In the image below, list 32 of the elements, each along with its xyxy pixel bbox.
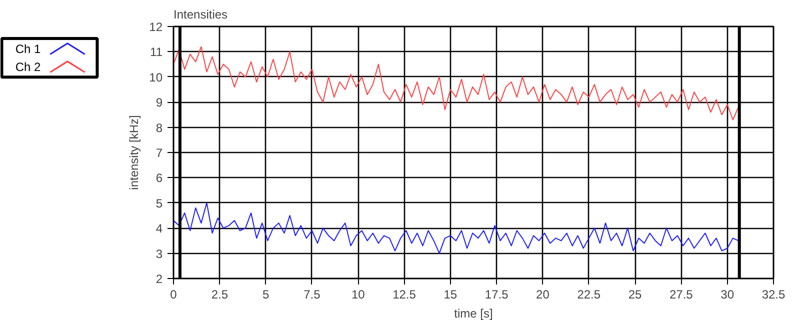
y-tick-label: 8: [156, 120, 163, 135]
x-tick-label: 22.5: [577, 288, 601, 302]
line-series: [174, 46, 739, 120]
x-tick-label: 10: [351, 288, 366, 302]
x-tick-label: 7.5: [304, 288, 321, 302]
x-tick-label: 32.5: [762, 288, 786, 302]
y-tick-label: 3: [156, 246, 163, 261]
legend-label: Ch 1: [15, 42, 42, 56]
y-axis-title: intensity [kHz]: [127, 115, 142, 190]
y-tick-label: 4: [156, 222, 163, 236]
x-tick-label: 15: [444, 288, 458, 302]
x-tick-label: 30: [720, 288, 734, 302]
legend-label: Ch 2: [15, 60, 42, 74]
chart-title: Intensities: [174, 8, 228, 22]
y-tick-label: 10: [149, 70, 163, 84]
x-tick-label: 25: [628, 288, 642, 302]
x-tick-label: 5: [262, 288, 270, 302]
x-tick-label: 2.5: [211, 288, 228, 302]
x-tick-label: 20: [536, 288, 550, 302]
y-tick-label: 2: [156, 272, 163, 286]
y-tick-label: 7: [156, 146, 163, 160]
y-tick-label: 11: [150, 45, 163, 60]
x-tick-label: 0: [170, 288, 178, 302]
y-tick-label: 6: [156, 171, 163, 186]
x-tick-label: 12.5: [392, 288, 416, 302]
x-tick-label: 17.5: [484, 288, 509, 302]
y-tick-label: 5: [156, 196, 163, 210]
x-axis-title: time [s]: [454, 306, 493, 320]
y-tick-label: 9: [156, 96, 163, 110]
y-tick-label: 12: [149, 20, 163, 34]
x-tick-label: 27.5: [670, 288, 694, 302]
line-series: [174, 202, 739, 254]
